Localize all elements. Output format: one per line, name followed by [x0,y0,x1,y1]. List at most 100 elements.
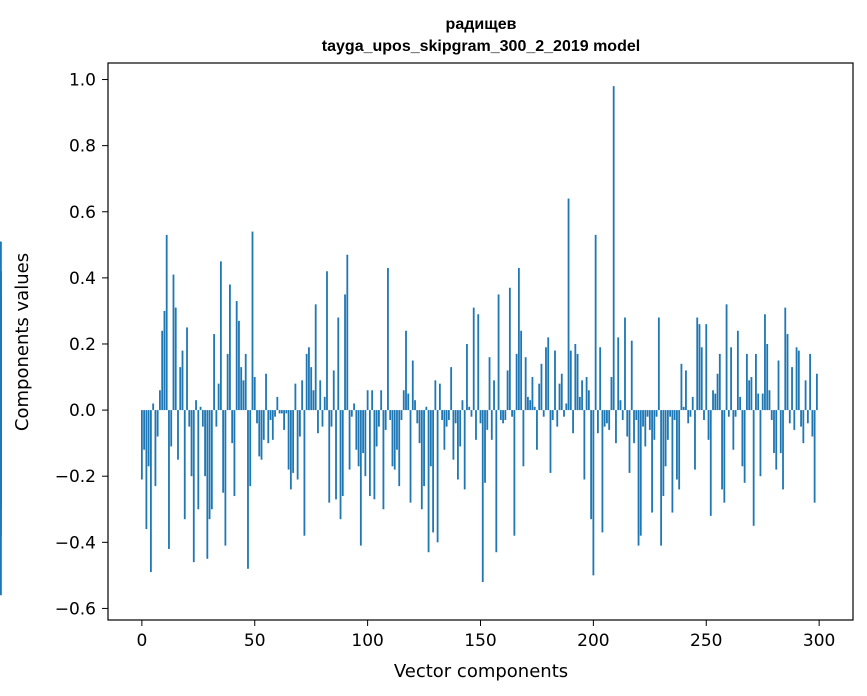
bar [346,254,349,411]
bar [445,410,448,427]
bar [651,410,653,513]
bar [328,410,331,503]
plot-frame [107,62,854,621]
bar [170,410,173,447]
bar [447,410,450,421]
bar [727,410,730,417]
bar [606,410,608,424]
bar-series [0,86,818,596]
bar [240,367,243,411]
bar [407,393,410,411]
y-tick-label: 0.8 [69,137,96,157]
bar [438,383,441,411]
bar [673,410,676,421]
bar [434,380,437,411]
bar [199,406,202,411]
bar [551,410,554,421]
bar [590,410,593,520]
y-tick-label: 0.0 [69,401,96,421]
bar [646,410,649,417]
bar [429,410,432,467]
bar [373,410,376,500]
bar [522,410,525,467]
y-axis-label: Components values [12,253,33,431]
y-tick-label: 0.6 [69,203,96,223]
y-tick-label: −0.6 [55,599,96,619]
bar [617,337,620,411]
bar [384,410,387,430]
bar [533,406,536,411]
bar [565,403,568,411]
bar [637,410,640,546]
bar [596,410,599,434]
bar [578,396,581,411]
bar [332,370,335,411]
bar [443,410,446,450]
bar [414,400,416,411]
bar [330,410,333,427]
bar [624,317,626,411]
bar [563,410,565,417]
bar [238,320,240,411]
bar [540,363,543,411]
bar [558,383,561,411]
bar [296,410,299,480]
bar [156,410,159,437]
bar [601,410,604,533]
bar [745,353,748,411]
bar [339,410,342,520]
bar [348,410,351,470]
bar [0,410,2,437]
y-tick-label: −0.2 [55,467,96,487]
y-tick-label: 1.0 [69,71,96,91]
bar [235,301,238,411]
chart-title: радищев [446,16,517,33]
bar [517,267,520,411]
bar [301,380,304,411]
bar [511,410,514,417]
bar [538,383,541,411]
bar [759,410,762,477]
bar [298,410,301,437]
bar [0,271,2,411]
bar [545,347,547,411]
bar [576,353,579,411]
bar [716,373,719,411]
bar [317,410,319,434]
bar [271,410,274,440]
bar [427,410,430,553]
bar [757,393,760,411]
x-axis-ticks: 0 50 100 150 200 250 300 [136,620,835,651]
bar [811,410,814,437]
bar [319,380,322,411]
bar [387,267,389,411]
bar [662,410,665,497]
bar [689,410,692,417]
bar [262,410,265,440]
bar [396,410,398,450]
bar [797,350,800,411]
bar [743,410,746,483]
bar [269,410,272,421]
bar [335,410,337,500]
bar [265,373,267,411]
bar [815,373,818,411]
bar [366,390,369,411]
bar [204,410,206,477]
bar [195,400,197,411]
bar [770,410,773,421]
bar [475,410,477,440]
bar [642,410,644,427]
bar [682,406,685,411]
bar [536,410,538,450]
bar [310,367,313,411]
bar [402,390,405,411]
x-tick-label: 100 [351,631,383,651]
bar [188,410,191,427]
bar [400,410,403,421]
bar [628,410,631,473]
bar [730,347,732,411]
bar [326,271,328,411]
x-tick-label: 300 [803,631,835,651]
bar [741,410,744,467]
